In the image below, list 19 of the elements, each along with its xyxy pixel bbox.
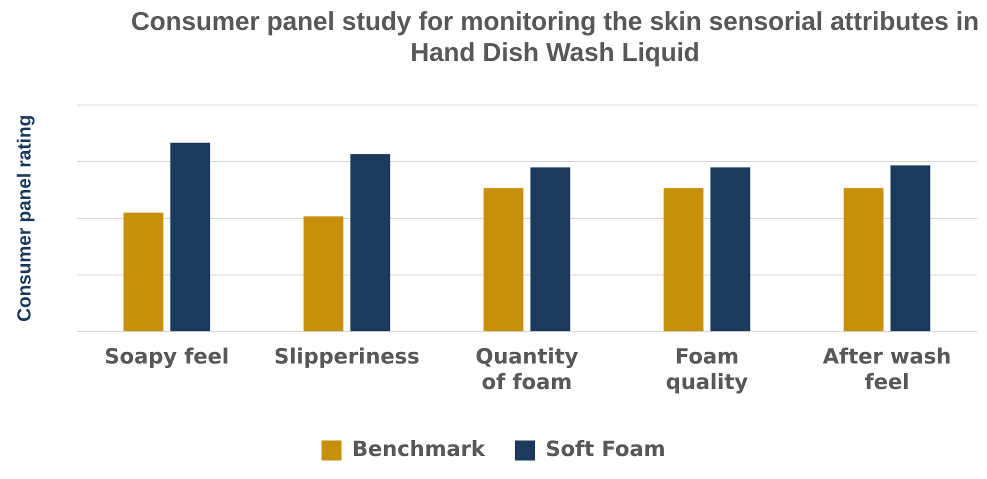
bar xyxy=(710,167,750,332)
x-tick-label: After wash feel xyxy=(822,344,952,394)
bar xyxy=(124,212,164,332)
bar xyxy=(350,154,390,332)
legend-label: Soft Foam xyxy=(545,436,666,461)
y-axis-title: Consumer panel rating xyxy=(14,114,36,322)
bar xyxy=(664,188,704,332)
x-tick-label: Slipperiness xyxy=(274,344,420,369)
bar xyxy=(304,216,344,332)
x-tick-label: Quantity of foam xyxy=(475,344,579,394)
legend-label: Benchmark xyxy=(352,436,486,461)
bar xyxy=(484,188,524,332)
bar xyxy=(890,165,930,332)
chart-title: Consumer panel study for monitoring the skin sensorial attributes in Hand Dish Wash Liquid xyxy=(130,6,980,68)
x-tick-label: Foam quality xyxy=(666,344,748,394)
x-tick-label: Soapy feel xyxy=(104,344,230,369)
bar xyxy=(530,167,570,332)
bar xyxy=(170,142,210,332)
bar xyxy=(844,188,884,332)
